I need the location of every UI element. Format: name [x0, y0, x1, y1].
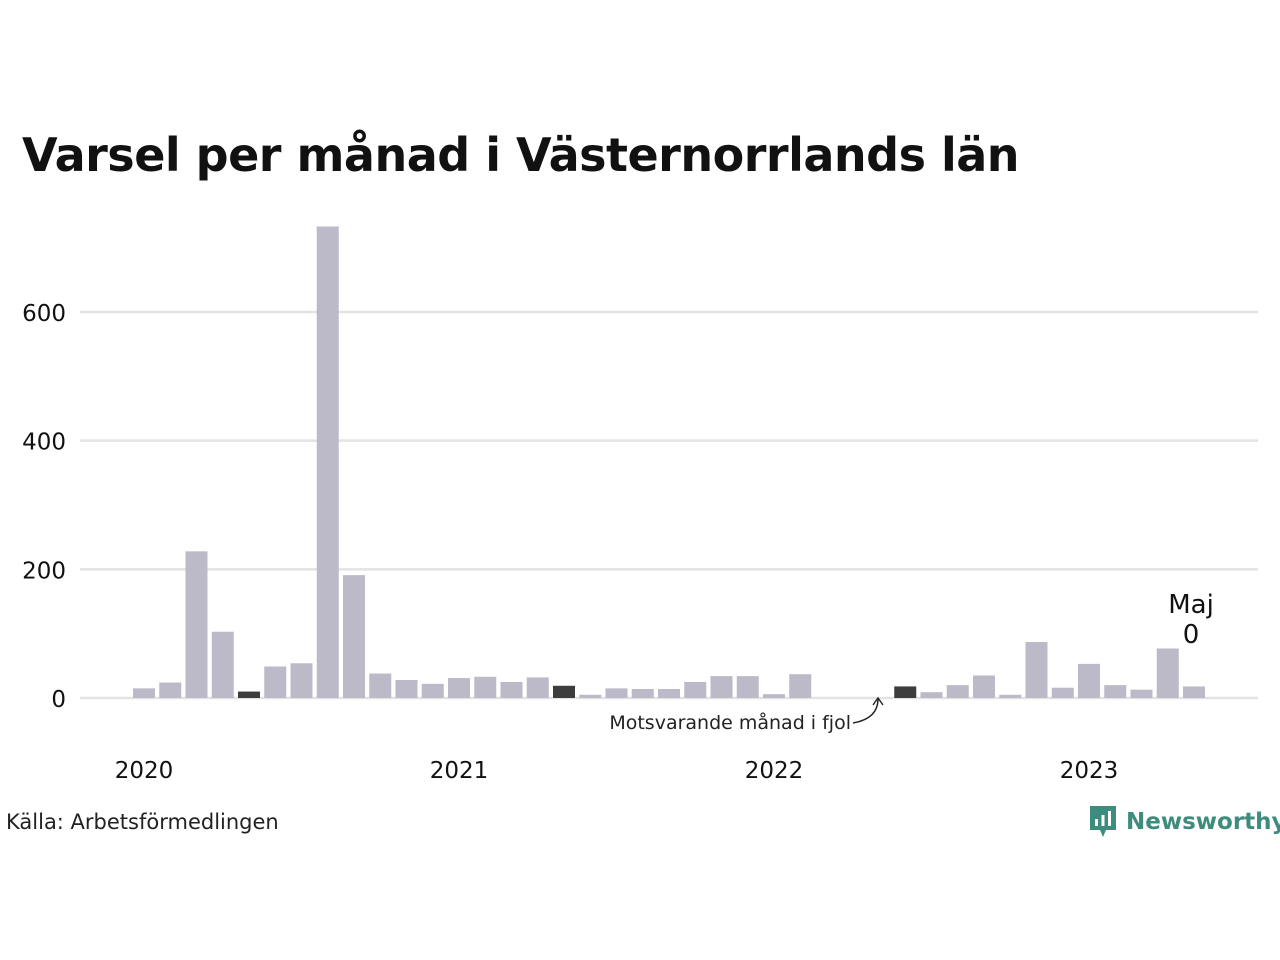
bar — [421, 683, 444, 698]
y-tick-label: 400 — [22, 430, 66, 456]
bar — [631, 688, 654, 698]
bar — [133, 688, 155, 698]
y-tick-label: 200 — [22, 558, 66, 584]
annotation-arrowhead — [872, 696, 884, 706]
bar — [526, 677, 549, 698]
x-tick-label: 2021 — [430, 758, 489, 784]
bar — [658, 688, 680, 698]
x-tick-label: 2023 — [1060, 758, 1119, 784]
bar — [973, 675, 995, 698]
bar — [1078, 663, 1100, 698]
source-label: Källa: Arbetsförmedlingen — [6, 810, 279, 834]
bar — [395, 679, 418, 698]
bar-chart-speech-icon — [1090, 806, 1116, 837]
bar — [474, 676, 497, 698]
bar — [1104, 685, 1127, 698]
annotations: Motsvarande månad i fjol Maj 0 — [609, 590, 1213, 734]
bar — [1130, 689, 1153, 698]
page-title: Varsel per månad i Västernorrlands län — [22, 128, 1020, 182]
bar — [500, 681, 523, 698]
gridlines — [80, 310, 1258, 700]
brand-logo[interactable]: Newsworthy — [1088, 804, 1280, 840]
bar — [290, 663, 313, 698]
bar-highlight — [894, 686, 917, 698]
x-axis-ticks: 2020 2021 2022 2023 — [115, 758, 1119, 784]
bar — [369, 673, 392, 698]
y-tick-label: 600 — [22, 301, 66, 327]
brand-name: Newsworthy — [1126, 809, 1280, 835]
bar — [448, 678, 470, 698]
x-tick-label: 2020 — [115, 758, 174, 784]
bar — [1051, 687, 1074, 698]
bar — [1025, 642, 1048, 698]
bar — [789, 674, 812, 698]
bar — [736, 676, 759, 698]
bar — [211, 631, 234, 698]
annotation-current-value: 0 — [1183, 620, 1200, 650]
annotation-arrow — [852, 698, 879, 724]
bar — [185, 551, 208, 698]
bar — [159, 682, 182, 698]
bar — [684, 681, 707, 698]
bar — [264, 666, 287, 698]
bar — [1156, 648, 1179, 698]
y-axis-ticks: 0 200 400 600 — [22, 301, 66, 713]
bar — [920, 692, 943, 698]
bar — [316, 226, 339, 698]
y-tick-label: 0 — [51, 687, 66, 713]
bar-highlight — [238, 691, 260, 698]
bar — [763, 694, 785, 698]
bar — [946, 685, 969, 698]
x-tick-label: 2022 — [745, 758, 804, 784]
bar — [343, 575, 365, 698]
bar-highlight — [553, 685, 575, 698]
bar — [1183, 686, 1205, 698]
bar — [710, 676, 733, 698]
chart: 0 200 400 600 2020 2021 2022 2023 Motsvarande … — [22, 226, 1258, 784]
bar — [605, 688, 628, 698]
bars — [133, 226, 1205, 698]
annotation-prev-year: Motsvarande månad i fjol — [609, 711, 851, 734]
annotation-current-month: Maj — [1168, 590, 1214, 620]
bar — [999, 694, 1022, 698]
bar — [579, 694, 602, 698]
